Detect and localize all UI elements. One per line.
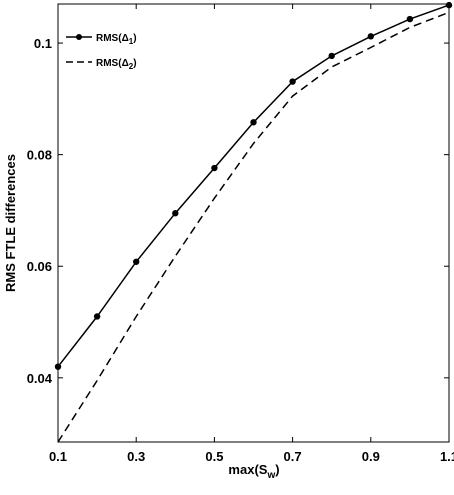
x-tick-label: 0.3 <box>127 449 145 464</box>
x-axis-label: max(Sw) <box>228 462 279 481</box>
series-1-point <box>250 119 257 126</box>
series-1-point <box>54 363 62 370</box>
x-tick-label: 0.9 <box>362 449 380 464</box>
y-tick-label: 0.08 <box>27 148 52 163</box>
series-1-point <box>328 52 335 60</box>
legend-marker-series-1 <box>76 34 82 40</box>
x-tick-label: 0.1 <box>49 449 67 464</box>
series-layer <box>54 1 453 443</box>
series-1-point <box>211 164 218 172</box>
x-axis-label-subscript: w <box>266 470 275 481</box>
y-tick-label: 0.06 <box>27 259 52 274</box>
x-axis-ticks: 0.1 0.3 0.5 0.7 0.9 1.1 <box>49 4 454 464</box>
y-axis-ticks: 0.04 0.06 0.08 0.1 <box>27 36 449 386</box>
x-axis-label-close: ) <box>275 462 279 477</box>
x-tick-label: 0.7 <box>284 449 302 464</box>
plot-area <box>57 3 450 443</box>
series-1-point <box>93 313 101 320</box>
legend-label-series-1: RMS(Δ1) <box>96 33 137 46</box>
y-tick-label: 0.1 <box>34 36 52 51</box>
legend-label-series-2: RMS(Δ2) <box>96 58 137 71</box>
series-2-line <box>57 11 450 443</box>
series-1-point <box>445 1 453 9</box>
series-1-point <box>406 15 414 23</box>
series-1-point <box>133 258 140 265</box>
y-axis-label: RMS FTLE differences <box>3 154 18 292</box>
series-1-point <box>367 33 374 40</box>
x-tick-label: 1.1 <box>440 449 454 464</box>
y-tick-label: 0.04 <box>27 371 53 386</box>
x-tick-label: 0.5 <box>205 449 223 464</box>
series-1-point <box>172 210 179 217</box>
x-axis-label-base: max(S <box>228 462 267 477</box>
series-1-point <box>289 78 296 85</box>
legend: RMS(Δ1) RMS(Δ2) <box>66 33 137 71</box>
